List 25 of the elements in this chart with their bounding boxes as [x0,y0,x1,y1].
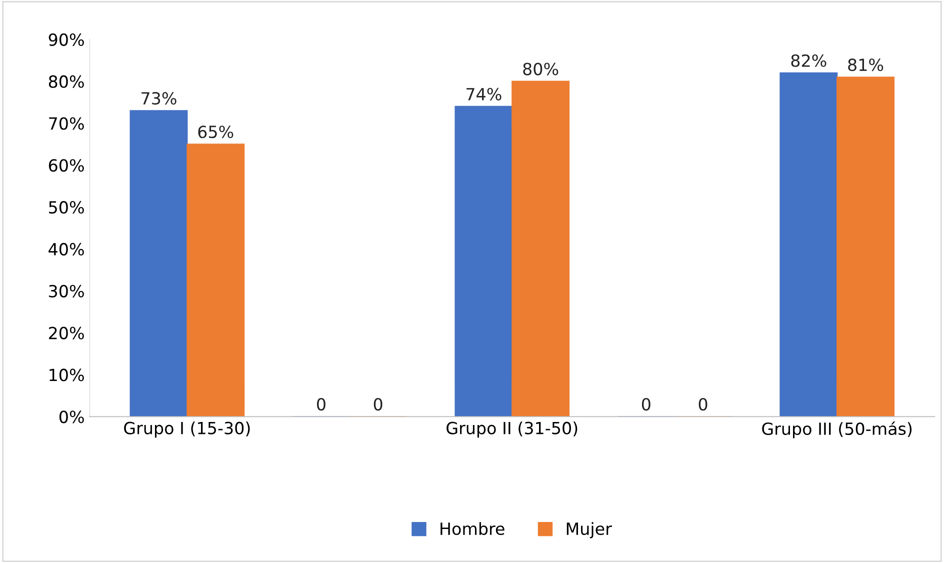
x-tick-label: Grupo II (31-50) [446,422,578,438]
y-tick-label: 90% [48,33,84,46]
y-tick-label: 30% [49,284,84,298]
data-label: 0 [374,398,382,411]
data-label: 80% [523,62,558,76]
x-tick-label: Grupo III (50-más) [762,421,912,438]
y-tick-label: 10% [50,368,84,382]
y-tick-label: 50% [49,201,84,214]
y-tick-label: 40% [48,242,84,256]
data-label: 74% [466,88,502,100]
data-label: 73% [142,92,176,105]
legend-label: Hombre [440,522,504,536]
data-label: 0 [698,398,708,411]
y-tick-label: 0% [59,410,84,424]
legend-label: Mujer [566,522,612,538]
y-tick-label: 80% [48,75,84,88]
data-label: 0 [317,398,326,411]
y-tick-label: 60% [48,159,84,172]
data-label: 81% [848,58,884,72]
data-label: 82% [791,54,826,67]
data-label: 0 [642,398,650,411]
y-tick-label: 70% [49,117,84,130]
data-label: 65% [198,126,234,138]
x-tick-label: Grupo I (15-30) [124,422,250,438]
y-tick-label: 20% [48,326,84,340]
